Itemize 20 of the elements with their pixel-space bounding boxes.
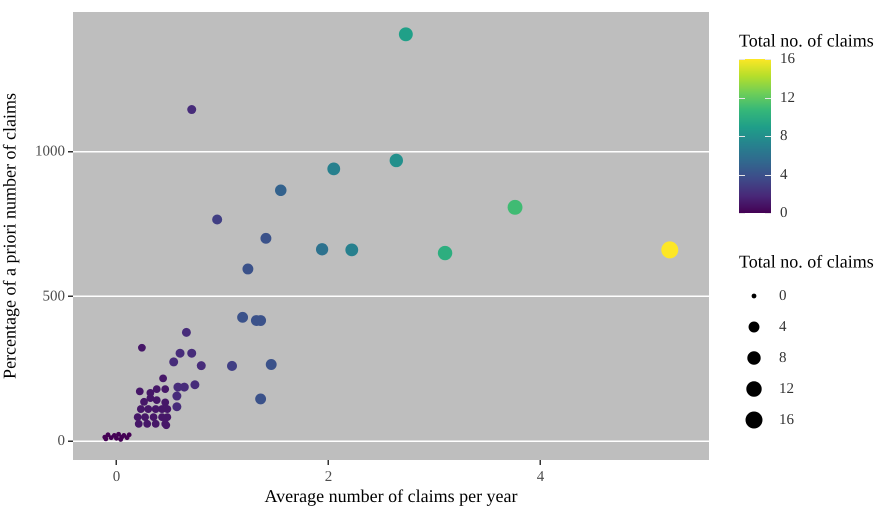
x-tick-label: 4 <box>536 468 545 485</box>
legend-label: 8 <box>779 350 786 366</box>
legend-label: 0 <box>779 288 786 304</box>
x-tick-label: 0 <box>112 468 120 485</box>
legend-label: 4 <box>779 318 787 335</box>
legend-title: Total no. of claims <box>739 252 874 272</box>
color-bar-label: 16 <box>780 50 796 67</box>
y-tick-label: 500 <box>42 288 65 304</box>
x-axis-title: Average number of claims per year <box>264 486 518 506</box>
y-tick-label: 0 <box>58 433 65 450</box>
legend-label: 16 <box>779 412 794 428</box>
y-tick-label: 1000 <box>35 144 65 160</box>
y-axis-title: Percentage of a priori number of claims <box>0 93 20 379</box>
x-tick-label: 2 <box>324 468 332 485</box>
legend-label: 12 <box>779 380 794 397</box>
color-bar-label: 4 <box>780 166 788 183</box>
color-bar-label: 0 <box>780 204 788 221</box>
color-bar-label: 8 <box>780 128 788 144</box>
color-bar-label: 12 <box>780 90 795 106</box>
color-bar-title: Total no. of claims <box>739 30 874 51</box>
